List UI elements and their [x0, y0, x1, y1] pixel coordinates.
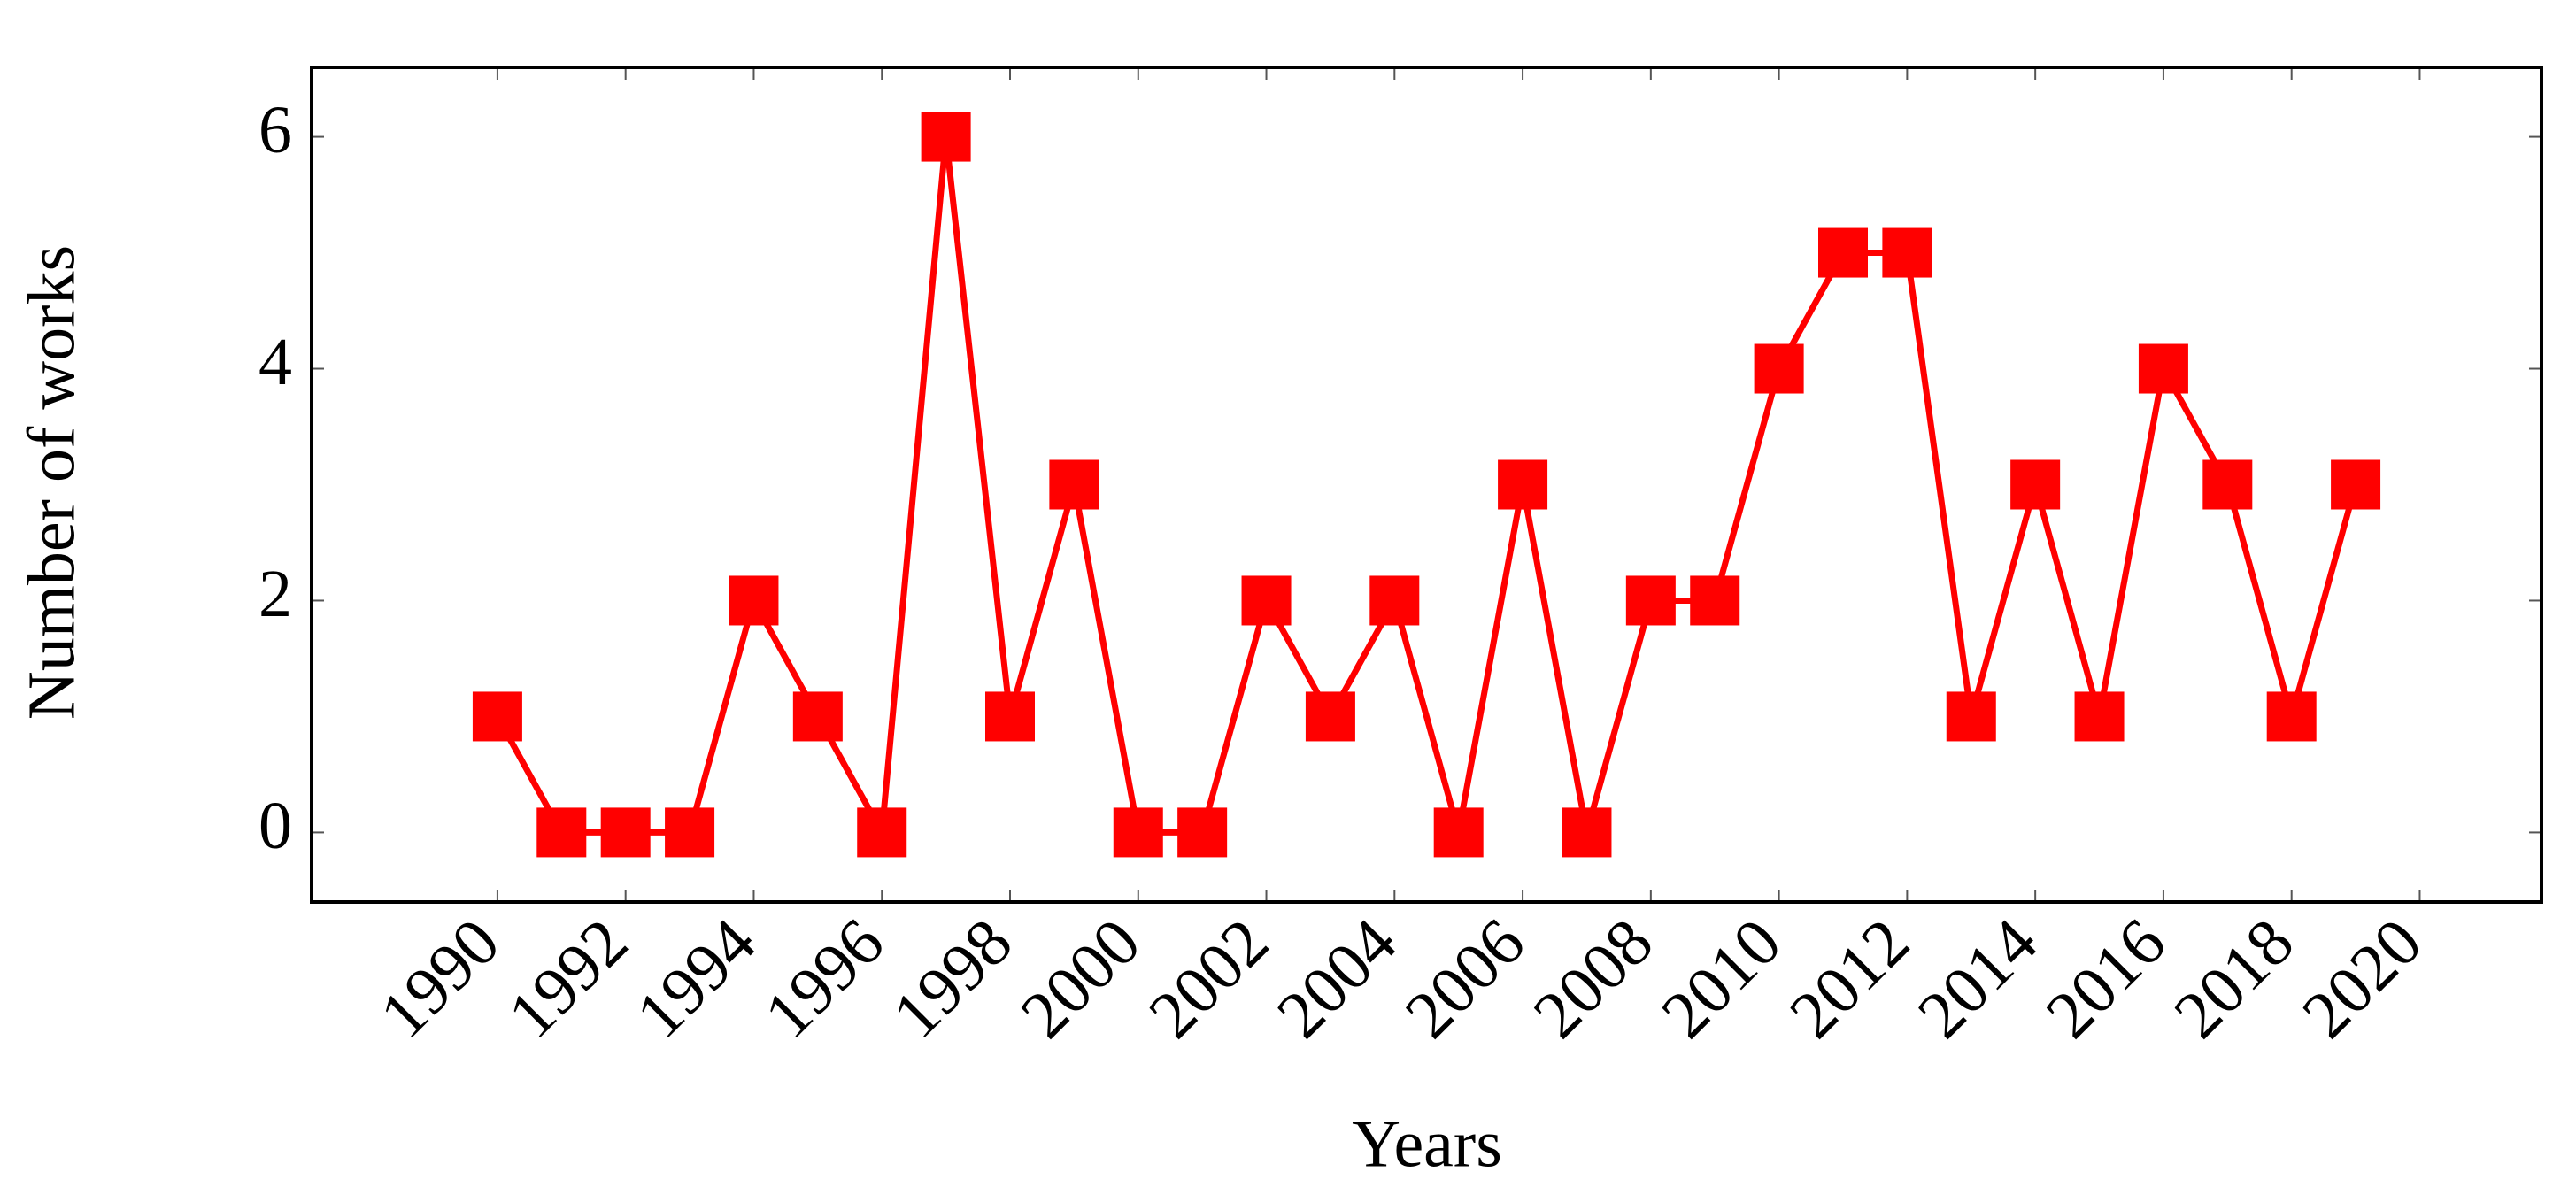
marker: [1946, 691, 1996, 742]
x-tick-label: 2008: [1519, 905, 1667, 1052]
y-axis-label: Number of works: [14, 245, 89, 720]
marker: [1369, 575, 1420, 626]
marker: [2138, 343, 2188, 394]
marker: [1498, 459, 1548, 510]
x-tick-label: 2004: [1263, 905, 1411, 1052]
x-tick-label: 2006: [1392, 905, 1539, 1052]
marker: [600, 807, 651, 858]
marker: [984, 691, 1035, 742]
marker: [1049, 459, 1099, 510]
marker: [1113, 807, 1163, 858]
x-tick-label: 1992: [494, 905, 642, 1052]
marker: [1882, 227, 1932, 278]
marker: [665, 807, 715, 858]
x-tick-label: 1998: [878, 905, 1026, 1052]
marker: [536, 807, 587, 858]
x-tick-label: 1994: [622, 905, 770, 1052]
x-tick-label: 2002: [1135, 905, 1283, 1052]
y-tick-label: 4: [258, 325, 292, 399]
marker: [1562, 807, 1612, 858]
y-tick-label: 0: [258, 789, 292, 863]
y-tick-label: 6: [258, 93, 292, 167]
marker: [1177, 807, 1228, 858]
marker: [1690, 575, 1740, 626]
marker: [857, 807, 907, 858]
marker: [1241, 575, 1292, 626]
marker: [1433, 807, 1484, 858]
marker: [1818, 227, 1869, 278]
marker: [472, 691, 522, 742]
marker: [1305, 691, 1355, 742]
marker: [921, 112, 971, 162]
marker: [729, 575, 779, 626]
marker: [2202, 459, 2253, 510]
marker: [2331, 459, 2381, 510]
x-tick-label: 2018: [2160, 905, 2308, 1052]
x-tick-label: 1990: [366, 905, 513, 1052]
marker: [2266, 691, 2317, 742]
marker: [1625, 575, 1676, 626]
x-tick-label: 2016: [2032, 905, 2179, 1052]
x-tick-label: 2000: [1006, 905, 1154, 1052]
x-tick-label: 2012: [1776, 905, 1924, 1052]
x-tick-label: 2020: [2288, 905, 2436, 1052]
marker: [2074, 691, 2125, 742]
x-tick-label: 2014: [1904, 905, 2052, 1052]
y-tick-label: 2: [258, 557, 292, 631]
marker: [2010, 459, 2061, 510]
marker: [1754, 343, 1804, 394]
x-tick-label: 2010: [1647, 905, 1795, 1052]
x-axis-label: Years: [1352, 1106, 1502, 1181]
marker: [792, 691, 843, 742]
plot-frame: [310, 66, 2543, 904]
x-tick-label: 1996: [751, 905, 899, 1052]
